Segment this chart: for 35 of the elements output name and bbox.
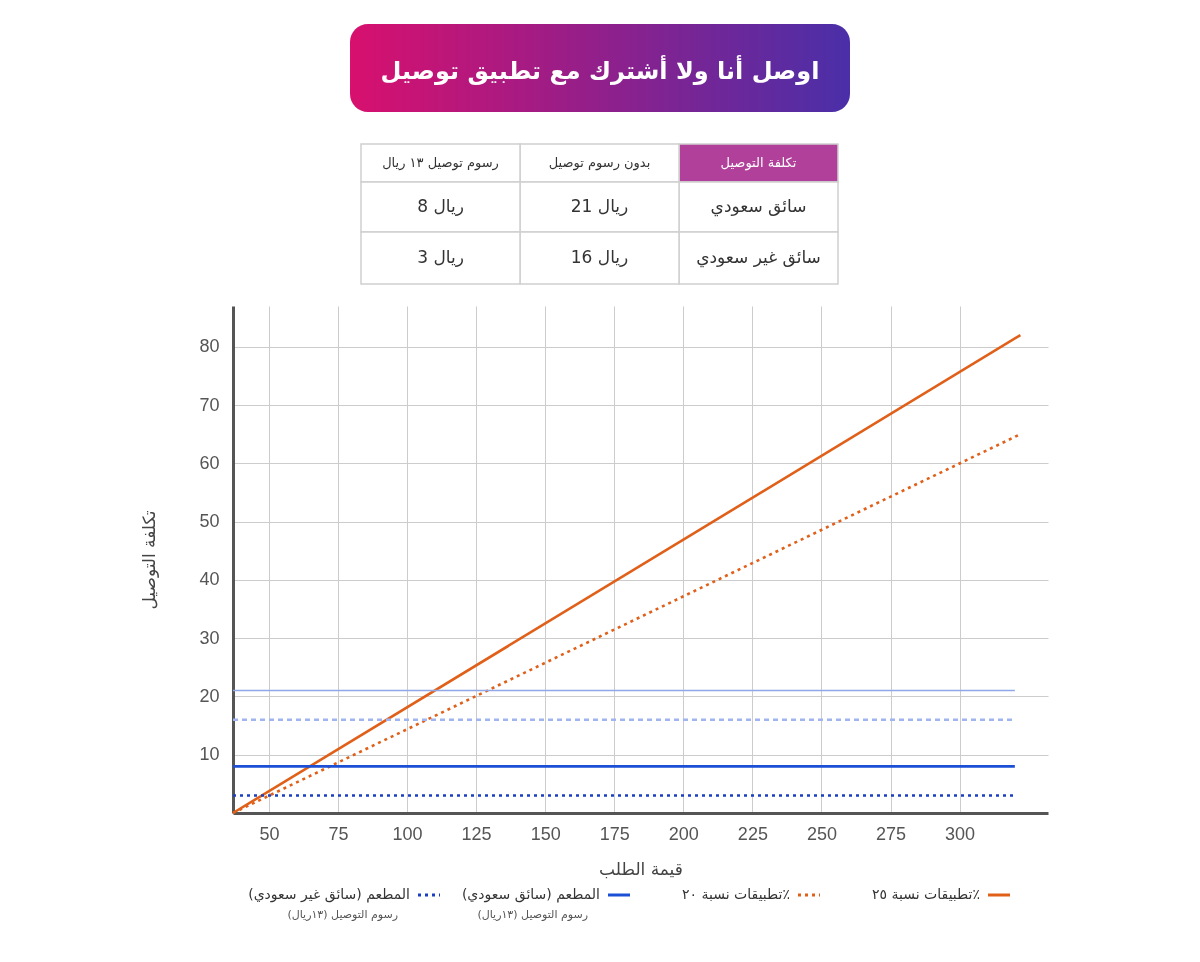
y-tick-label: 60 [199,452,220,473]
y-tick-label: 30 [199,627,220,648]
x-tick-label: 125 [461,823,492,844]
x-tick-label: 300 [945,823,976,844]
chart-title: اوصل أنا ولا أشترك مع تطبيق توصيل [380,55,820,85]
y-tick-label: 20 [199,685,220,706]
y-tick-label: 80 [199,336,220,357]
text: رسوم توصيل ١٣ ريال [382,155,499,171]
x-tick-label: 50 [259,823,280,844]
legend-label: المطعم (سائق غير سعودي) رسوم التوصيل (١٣ريال) [248,886,410,921]
legend-label: تطبيقات نسبة ٢٥٪ [872,886,980,902]
text: سائق سعودي [710,196,807,217]
x-tick-label: 275 [876,823,907,844]
text: 8 ريال [417,196,464,216]
x-tick-label: 175 [599,823,630,844]
x-tick-label: 225 [737,823,768,844]
x-tick-label: 200 [668,823,699,844]
y-tick-label: 70 [199,394,220,415]
y-tick-label: 10 [199,744,220,765]
x-tick-label: 150 [530,823,561,844]
text: تكلفة التوصيل [720,155,797,171]
y-tick-label: 40 [199,569,220,590]
text: سائق غير سعودي [696,247,821,268]
y-axis-title: تكلفة التوصيل [139,510,160,610]
x-tick-label: 250 [806,823,837,844]
legend-label: المطعم (سائق سعودي) رسوم التوصيل (١٣ريال) [461,886,600,921]
text: 21 ريال [570,196,629,216]
text: 16 ريال [570,247,629,267]
x-tick-label: 100 [392,823,423,844]
text: 3 ريال [417,247,464,267]
x-tick-label: 75 [328,823,349,844]
text: بدون رسوم توصيل [548,155,651,171]
y-tick-label: 50 [199,511,220,532]
x-axis-title: قيمة الطلب [599,858,683,879]
legend-label: تطبيقات نسبة ٢٠٪ [682,886,790,902]
